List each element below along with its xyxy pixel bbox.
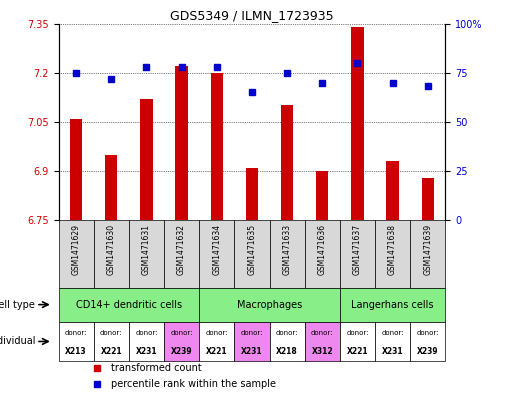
Bar	[199, 321, 234, 362]
Text: percentile rank within the sample: percentile rank within the sample	[111, 378, 276, 389]
Text: donor:: donor:	[100, 330, 123, 336]
Bar	[351, 27, 363, 220]
Bar	[234, 321, 270, 362]
Text: GSM1471634: GSM1471634	[212, 224, 221, 275]
Bar	[94, 321, 129, 362]
Text: GSM1471632: GSM1471632	[177, 224, 186, 275]
Bar	[281, 105, 293, 220]
Text: GSM1471629: GSM1471629	[72, 224, 80, 275]
Bar	[105, 154, 118, 220]
Text: GSM1471633: GSM1471633	[282, 224, 292, 275]
Text: donor:: donor:	[65, 330, 88, 336]
Text: donor:: donor:	[416, 330, 439, 336]
Text: GSM1471630: GSM1471630	[107, 224, 116, 275]
Text: X218: X218	[276, 347, 298, 356]
Text: X231: X231	[241, 347, 263, 356]
Bar	[246, 168, 258, 220]
Bar	[59, 321, 94, 362]
Text: X231: X231	[382, 347, 404, 356]
Bar	[375, 220, 410, 288]
Text: donor:: donor:	[381, 330, 404, 336]
Bar	[164, 321, 199, 362]
Text: GSM1471638: GSM1471638	[388, 224, 397, 275]
Text: X231: X231	[135, 347, 157, 356]
Bar	[94, 220, 129, 288]
Text: donor:: donor:	[206, 330, 228, 336]
Bar	[59, 288, 199, 321]
Bar	[129, 220, 164, 288]
Text: CD14+ dendritic cells: CD14+ dendritic cells	[76, 299, 182, 310]
Bar	[234, 220, 270, 288]
Bar	[421, 178, 434, 220]
Bar	[270, 220, 305, 288]
Bar	[316, 171, 328, 220]
Bar	[164, 220, 199, 288]
Bar	[140, 99, 153, 220]
Bar	[270, 321, 305, 362]
Text: individual: individual	[0, 336, 35, 347]
Text: X312: X312	[312, 347, 333, 356]
Text: Langerhans cells: Langerhans cells	[351, 299, 434, 310]
Text: X221: X221	[347, 347, 369, 356]
Bar	[59, 220, 94, 288]
Text: X239: X239	[171, 347, 192, 356]
Bar	[340, 321, 375, 362]
Bar	[70, 119, 82, 220]
Text: cell type: cell type	[0, 299, 35, 310]
Bar	[211, 73, 223, 220]
Bar	[410, 220, 445, 288]
Text: GSM1471635: GSM1471635	[247, 224, 257, 275]
Text: GSM1471636: GSM1471636	[318, 224, 327, 275]
Text: GSM1471637: GSM1471637	[353, 224, 362, 275]
Text: X213: X213	[65, 347, 87, 356]
Text: Macrophages: Macrophages	[237, 299, 302, 310]
Text: donor:: donor:	[241, 330, 263, 336]
Text: donor:: donor:	[171, 330, 193, 336]
Bar	[375, 321, 410, 362]
Bar	[176, 66, 188, 220]
Bar	[129, 321, 164, 362]
Text: X239: X239	[417, 347, 439, 356]
Text: X221: X221	[100, 347, 122, 356]
Text: donor:: donor:	[135, 330, 158, 336]
Text: donor:: donor:	[276, 330, 298, 336]
Bar	[340, 288, 445, 321]
Bar	[199, 220, 234, 288]
Text: X221: X221	[206, 347, 228, 356]
Bar	[340, 220, 375, 288]
Text: donor:: donor:	[311, 330, 333, 336]
Bar	[305, 220, 340, 288]
Bar	[386, 161, 399, 220]
Text: GSM1471639: GSM1471639	[423, 224, 432, 275]
Title: GDS5349 / ILMN_1723935: GDS5349 / ILMN_1723935	[170, 9, 334, 22]
Text: donor:: donor:	[346, 330, 369, 336]
Text: transformed count: transformed count	[111, 364, 202, 373]
Bar	[199, 288, 340, 321]
Bar	[410, 321, 445, 362]
Text: GSM1471631: GSM1471631	[142, 224, 151, 275]
Bar	[305, 321, 340, 362]
